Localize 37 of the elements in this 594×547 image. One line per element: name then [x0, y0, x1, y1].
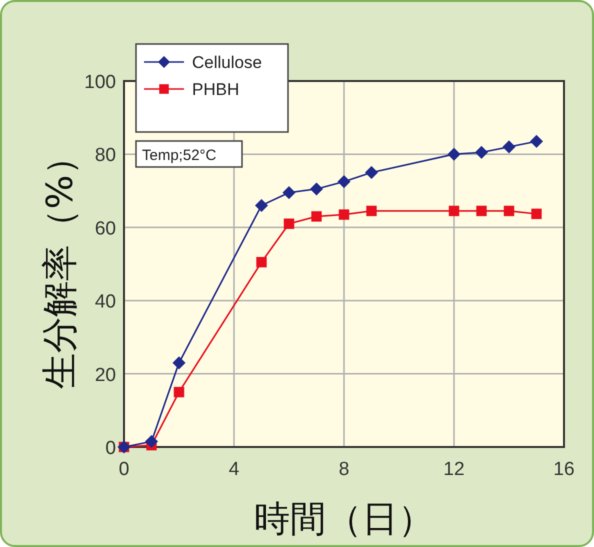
point — [338, 175, 350, 188]
y-tick-label: 80 — [94, 145, 116, 166]
legend-label: Cellulose — [192, 53, 262, 72]
point — [475, 146, 488, 159]
point — [366, 206, 377, 216]
point — [282, 186, 296, 200]
y-tick-label: 0 — [105, 438, 116, 459]
point — [365, 166, 378, 179]
point — [502, 140, 516, 154]
point — [530, 134, 543, 148]
point — [311, 211, 322, 222]
point — [504, 206, 514, 216]
point — [338, 209, 350, 220]
point — [448, 206, 460, 216]
point — [284, 218, 294, 229]
x-tick-label: 12 — [443, 459, 465, 480]
point — [476, 206, 487, 216]
x-axis-title: 時間（日） — [254, 499, 434, 540]
x-tick-label: 8 — [338, 459, 350, 480]
y-tick-label: 60 — [94, 218, 116, 240]
point — [531, 208, 542, 220]
y-tick-label: 100 — [84, 72, 116, 93]
point — [310, 182, 323, 196]
point — [256, 256, 267, 268]
point — [172, 356, 186, 370]
point — [448, 148, 460, 161]
y-tick-label: 40 — [94, 292, 116, 313]
point — [174, 386, 184, 398]
point — [255, 198, 268, 212]
x-tick-label: 4 — [228, 459, 240, 480]
point — [145, 435, 158, 448]
legend-label: PHBH — [192, 80, 240, 99]
y-tick-label: 20 — [94, 364, 116, 386]
x-tick-label: 0 — [118, 459, 130, 480]
x-tick-label: 16 — [553, 459, 575, 480]
y-axis-title: 生分解率（%） — [40, 138, 81, 390]
annotation: Temp;52°C — [142, 147, 217, 164]
